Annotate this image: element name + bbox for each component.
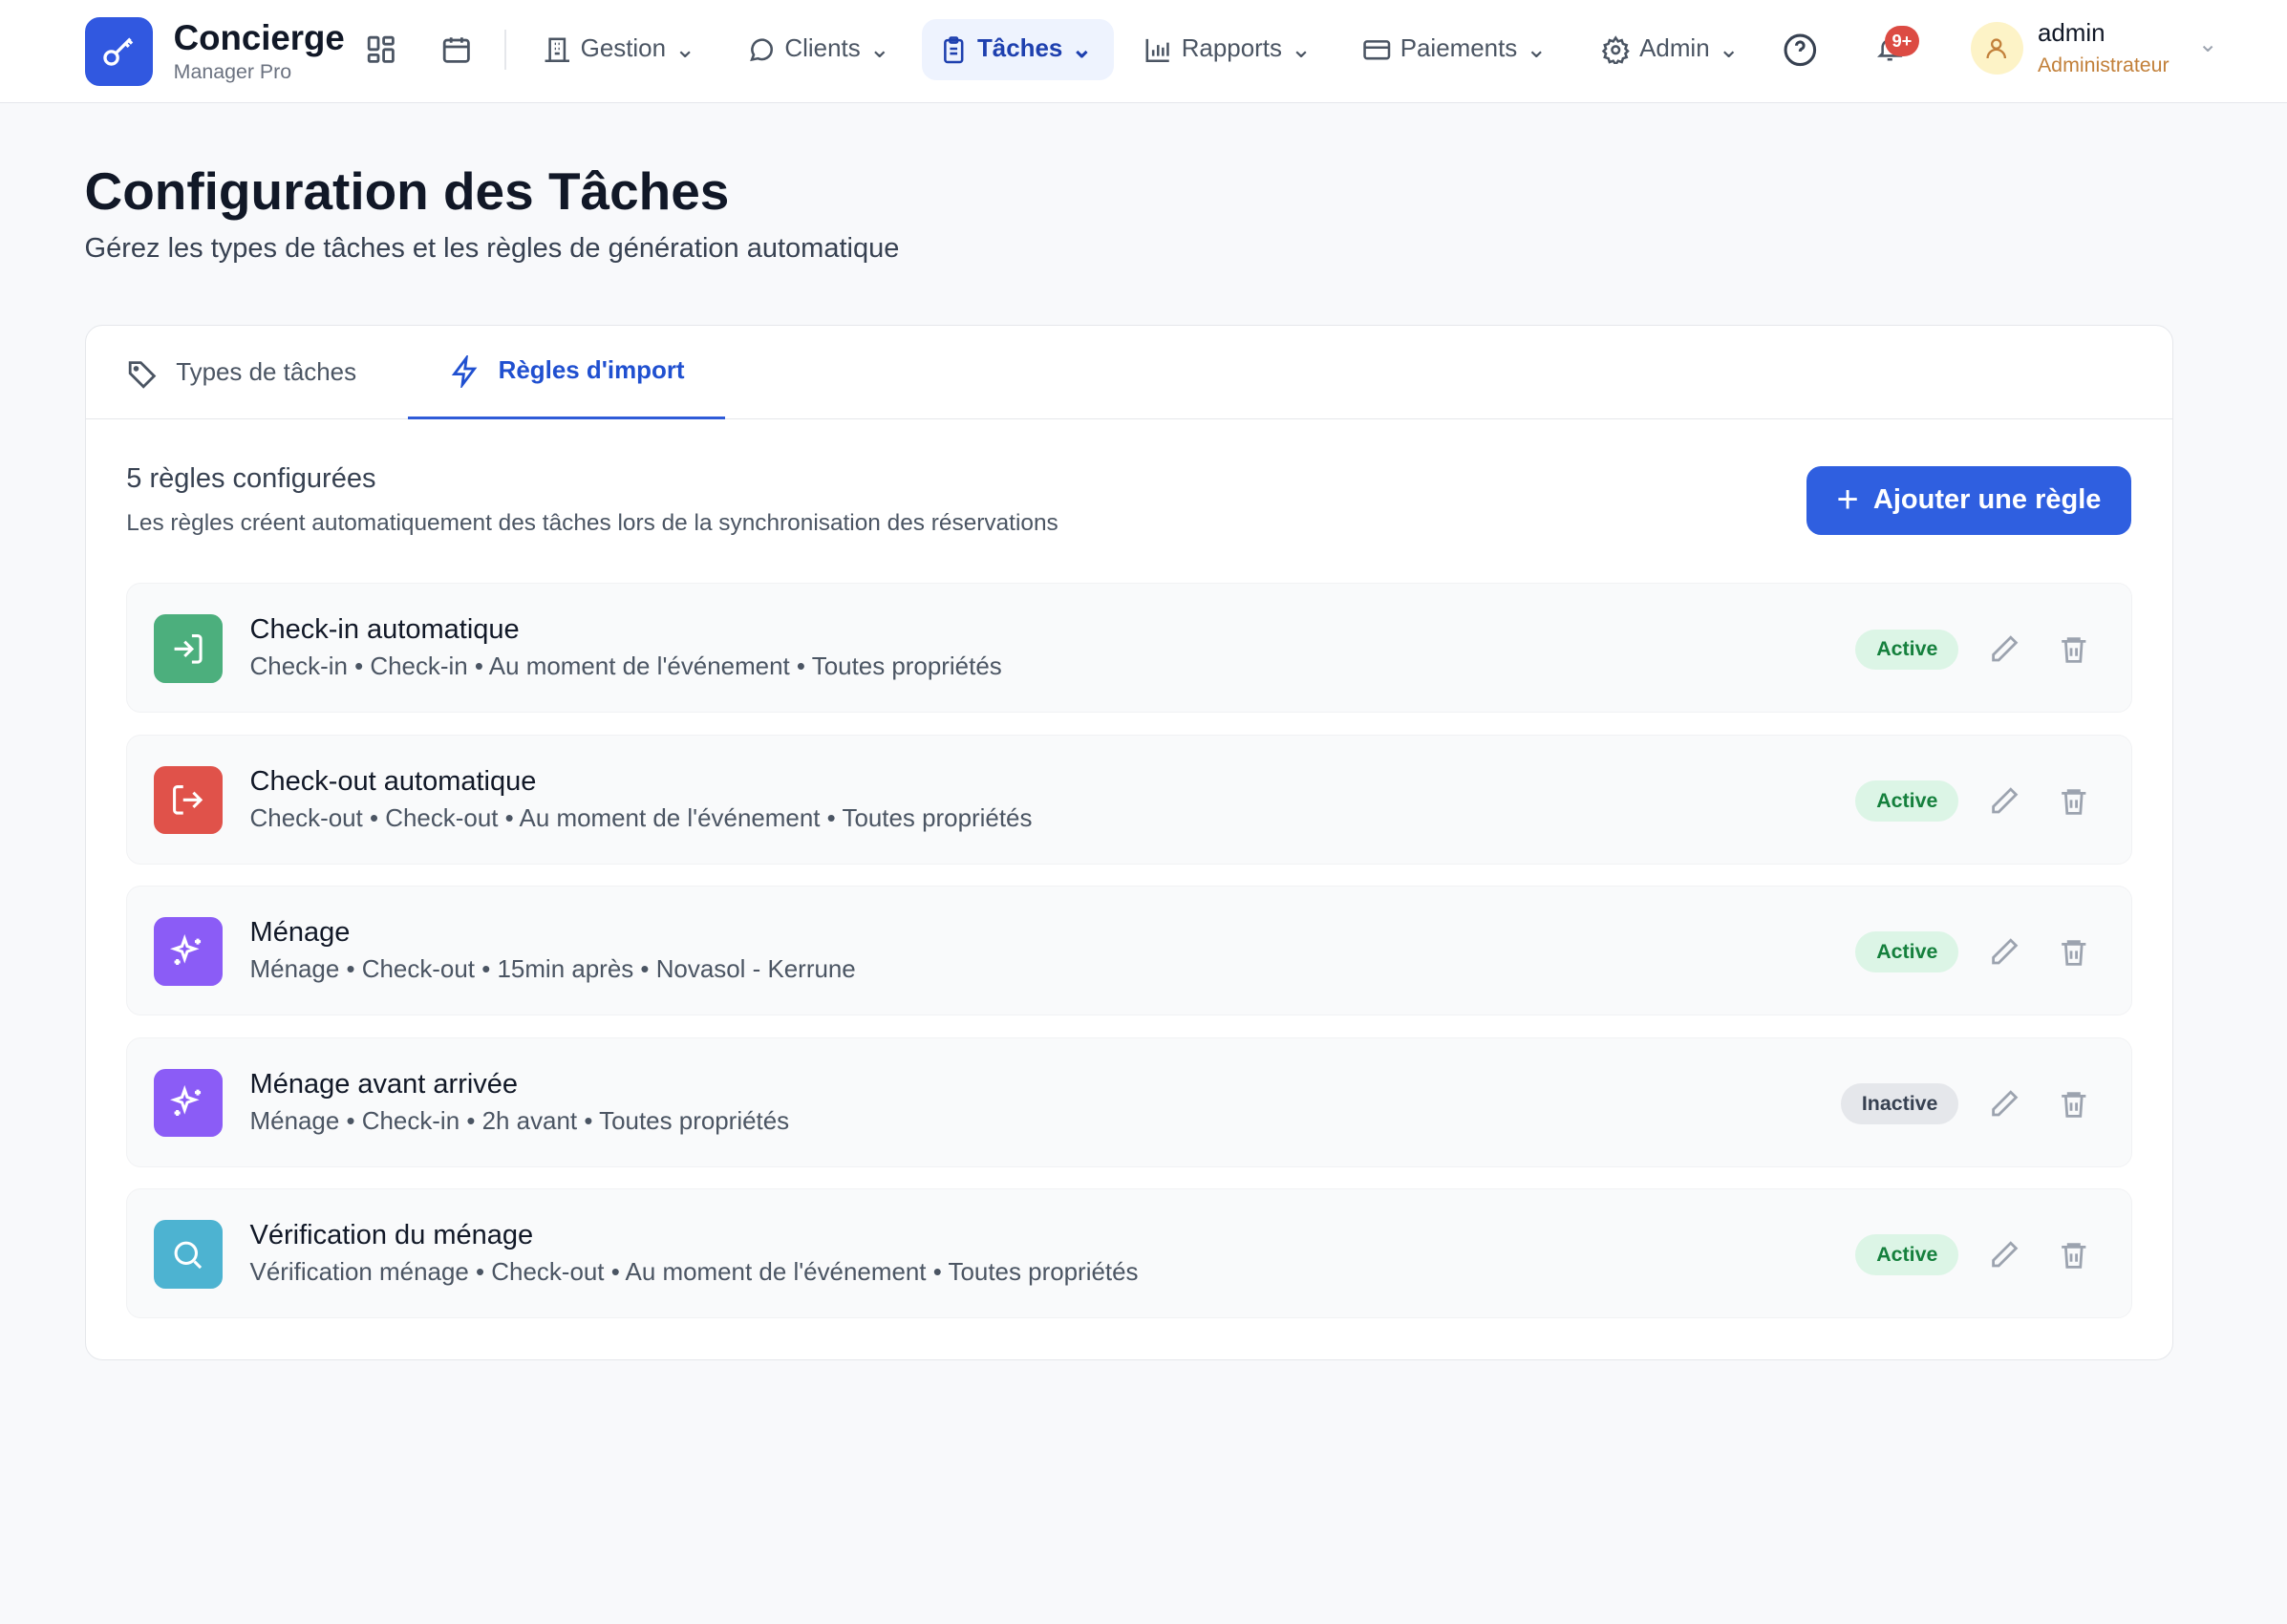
message-icon: [749, 38, 773, 61]
rules-count: 5 règles configurées: [126, 462, 376, 494]
rules-card: Types de tâches Règles d'import 5 règles…: [84, 325, 2173, 1361]
rule-meta: Ménage • Check-in • 2h avant • Toutes pr…: [249, 1107, 790, 1135]
tab-label: Règles d'import: [498, 357, 685, 385]
rule-row: Ménage Ménage • Check-out • 15min après …: [126, 886, 2132, 1016]
nav-paiements[interactable]: Paiements ⌄: [1345, 19, 1565, 80]
trash-icon[interactable]: [2058, 1088, 2090, 1121]
trash-icon[interactable]: [2058, 633, 2090, 666]
chevron-down-icon: ⌄: [868, 35, 890, 63]
dashboard-grid-icon[interactable]: [365, 33, 397, 66]
trash-icon[interactable]: [2058, 785, 2090, 818]
avatar[interactable]: [1970, 21, 2023, 75]
trash-icon[interactable]: [2058, 1239, 2090, 1271]
logout-icon: [153, 765, 223, 835]
user-name: admin: [2037, 20, 2105, 48]
chevron-down-icon[interactable]: ⌄: [2197, 31, 2218, 57]
nav-label: Paiements: [1400, 35, 1518, 63]
chevron-down-icon: ⌄: [1291, 35, 1312, 63]
nav-gestion[interactable]: Gestion ⌄: [525, 19, 714, 80]
rule-title: Ménage avant arrivée: [249, 1068, 519, 1100]
nav-label: Admin: [1639, 35, 1710, 63]
notification-badge: 9+: [1884, 26, 1920, 56]
tab-label: Types de tâches: [176, 358, 357, 386]
divider: [504, 29, 506, 71]
add-rule-label: Ajouter une règle: [1872, 484, 2102, 516]
brand: Concierge Manager Pro: [173, 17, 345, 84]
chevron-down-icon: ⌄: [1718, 35, 1740, 63]
rule-row: Vérification du ménage Vérification ména…: [126, 1188, 2132, 1318]
help-icon[interactable]: [1783, 32, 1818, 68]
chevron-down-icon: ⌄: [1526, 35, 1548, 63]
nav-label: Gestion: [580, 35, 667, 63]
rule-meta: Check-in • Check-in • Au moment de l'évé…: [249, 653, 1002, 681]
status-badge[interactable]: Inactive: [1840, 1082, 1959, 1124]
lightning-icon: [451, 355, 478, 388]
status-badge[interactable]: Active: [1855, 780, 1959, 822]
rule-meta: Vérification ménage • Check-out • Au mom…: [249, 1259, 1139, 1287]
status-badge[interactable]: Active: [1855, 629, 1959, 671]
gear-icon: [1602, 34, 1631, 65]
rule-meta: Check-out • Check-out • Au moment de l'é…: [249, 804, 1033, 832]
nav-label: Clients: [784, 35, 861, 63]
nav-label: Rapports: [1181, 35, 1282, 63]
status-badge[interactable]: Active: [1855, 1234, 1959, 1276]
plus-icon: +: [1836, 479, 1859, 522]
rule-title: Check-in automatique: [249, 614, 520, 646]
sparkles-icon: [153, 1068, 223, 1138]
rule-title: Check-out automatique: [249, 765, 537, 797]
calendar-icon[interactable]: [440, 33, 473, 66]
edit-icon[interactable]: [1988, 1088, 2020, 1121]
edit-icon[interactable]: [1988, 1239, 2020, 1271]
rule-title: Ménage: [249, 917, 351, 949]
rules-description: Les règles créent automatiquement des tâ…: [126, 509, 1058, 536]
user-role: Administrateur: [2037, 53, 2169, 77]
bar-chart-icon: [1145, 38, 1169, 62]
nav-admin[interactable]: Admin ⌄: [1584, 19, 1757, 80]
chevron-down-icon: ⌄: [674, 35, 695, 63]
user-icon: [1986, 38, 2007, 58]
tab-types-de-taches[interactable]: Types de tâches: [86, 326, 397, 419]
login-icon: [153, 614, 223, 683]
brand-title: Concierge: [173, 17, 345, 57]
rule-meta: Ménage • Check-out • 15min après • Novas…: [249, 956, 856, 984]
nav-label: Tâches: [976, 35, 1063, 63]
tag-icon: [129, 360, 157, 389]
tab-bar: Types de tâches Règles d'import: [85, 326, 2172, 420]
sparkles-icon: [153, 917, 223, 986]
rule-row: Check-in automatique Check-in • Check-in…: [126, 583, 2132, 714]
nav-clients[interactable]: Clients ⌄: [729, 19, 908, 80]
status-badge[interactable]: Active: [1855, 931, 1959, 973]
top-header: Concierge Manager Pro Gestion ⌄ Clients ⌄ T…: [0, 0, 2287, 104]
trash-icon[interactable]: [2058, 936, 2090, 969]
credit-card-icon: [1363, 39, 1391, 60]
clipboard-icon: [944, 35, 964, 63]
edit-icon[interactable]: [1988, 633, 2020, 666]
edit-icon[interactable]: [1988, 936, 2020, 969]
add-rule-button[interactable]: + Ajouter une règle: [1806, 466, 2132, 535]
rule-row: Check-out automatique Check-out • Check-…: [126, 734, 2132, 865]
page-title: Configuration des Tâches: [84, 160, 730, 221]
search-icon: [153, 1220, 223, 1289]
page-subtitle: Gérez les types de tâches et les règles …: [84, 233, 900, 265]
brand-subtitle: Manager Pro: [173, 59, 292, 83]
key-logo-icon[interactable]: [84, 16, 154, 86]
user-menu[interactable]: admin Administrateur: [2038, 20, 2169, 77]
building-icon: [545, 37, 569, 62]
edit-icon[interactable]: [1988, 785, 2020, 818]
chevron-down-icon: ⌄: [1071, 35, 1093, 63]
notifications-button[interactable]: 9+: [1875, 26, 1920, 65]
tab-regles-import[interactable]: Règles d'import: [407, 326, 726, 420]
nav-taches[interactable]: Tâches ⌄: [921, 18, 1115, 80]
rule-row: Ménage avant arrivée Ménage • Check-in •…: [126, 1036, 2132, 1167]
rule-title: Vérification du ménage: [249, 1220, 534, 1251]
nav-rapports[interactable]: Rapports ⌄: [1126, 19, 1329, 80]
